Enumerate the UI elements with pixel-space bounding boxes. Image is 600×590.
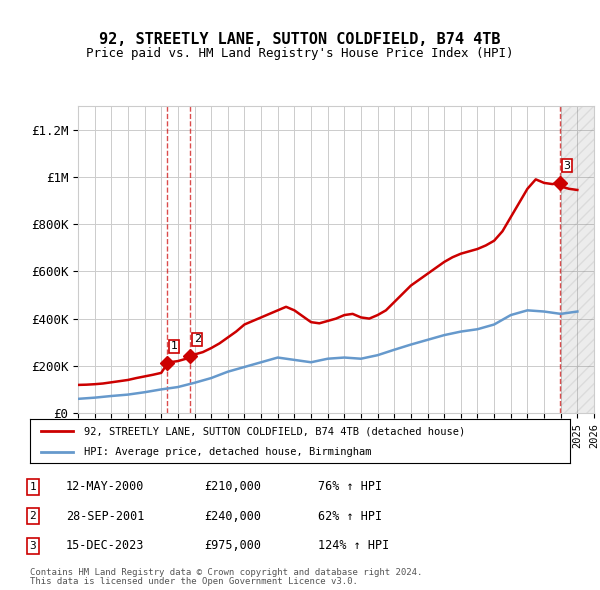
Text: 15-DEC-2023: 15-DEC-2023 [66,539,145,552]
Text: 3: 3 [29,541,37,550]
Text: £975,000: £975,000 [204,539,261,552]
Text: 92, STREETLY LANE, SUTTON COLDFIELD, B74 4TB (detached house): 92, STREETLY LANE, SUTTON COLDFIELD, B74… [84,427,465,436]
Text: 12-MAY-2000: 12-MAY-2000 [66,480,145,493]
Text: 1: 1 [171,341,178,351]
Text: HPI: Average price, detached house, Birmingham: HPI: Average price, detached house, Birm… [84,447,371,457]
Text: 1: 1 [29,482,37,491]
Text: 3: 3 [563,160,571,171]
Text: £240,000: £240,000 [204,510,261,523]
Text: 124% ↑ HPI: 124% ↑ HPI [318,539,389,552]
Text: 2: 2 [194,334,201,344]
Text: 76% ↑ HPI: 76% ↑ HPI [318,480,382,493]
Text: 92, STREETLY LANE, SUTTON COLDFIELD, B74 4TB: 92, STREETLY LANE, SUTTON COLDFIELD, B74… [99,32,501,47]
Bar [561,106,600,413]
Text: Contains HM Land Registry data © Crown copyright and database right 2024.: Contains HM Land Registry data © Crown c… [30,568,422,577]
Text: This data is licensed under the Open Government Licence v3.0.: This data is licensed under the Open Gov… [30,577,358,586]
Text: £210,000: £210,000 [204,480,261,493]
Text: Price paid vs. HM Land Registry's House Price Index (HPI): Price paid vs. HM Land Registry's House … [86,47,514,60]
Text: 28-SEP-2001: 28-SEP-2001 [66,510,145,523]
Text: 62% ↑ HPI: 62% ↑ HPI [318,510,382,523]
Text: 2: 2 [29,512,37,521]
